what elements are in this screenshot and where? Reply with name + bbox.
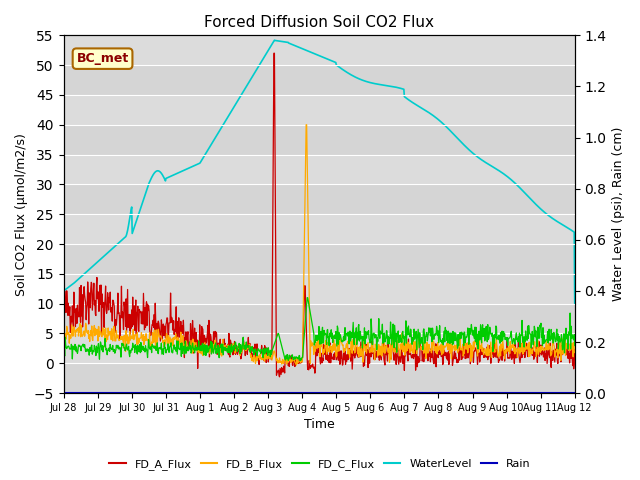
Line: FD_B_Flux: FD_B_Flux (63, 125, 575, 365)
WaterLevel (468, 149, 476, 155)
FD_B_Flux (285, 356, 292, 362)
Bar (63, 125, 575, 155)
WaterLevel (459, 141, 467, 146)
FD_A_Flux (112, 317, 120, 323)
FD_C_Flux (571, 343, 579, 348)
FD_C_Flux (303, 295, 311, 300)
Rain (458, 390, 466, 396)
WaterLevel (571, 301, 579, 307)
Y-axis label: Soil CO2 Flux (μmol/m2/s): Soil CO2 Flux (μmol/m2/s) (15, 133, 28, 296)
FD_B_Flux (292, 362, 300, 368)
Rain (60, 390, 67, 396)
Bar (63, 184, 575, 214)
Rain (266, 390, 274, 396)
Bar (63, 304, 575, 334)
Rain (468, 390, 476, 396)
FD_B_Flux (571, 348, 579, 354)
FD_C_Flux (460, 331, 467, 336)
Bar (63, 244, 575, 274)
FD_B_Flux (460, 353, 467, 359)
Rain (112, 390, 120, 396)
WaterLevel (60, 288, 67, 294)
Rain (571, 390, 579, 396)
FD_C_Flux (266, 354, 274, 360)
WaterLevel (285, 40, 293, 46)
FD_A_Flux (276, 374, 284, 380)
Bar (63, 363, 575, 393)
WaterLevel (112, 242, 120, 248)
Legend: FD_A_Flux, FD_B_Flux, FD_C_Flux, WaterLevel, Rain: FD_A_Flux, FD_B_Flux, FD_C_Flux, WaterLe… (105, 455, 535, 474)
Text: BC_met: BC_met (76, 52, 129, 65)
FD_C_Flux (60, 348, 67, 353)
FD_C_Flux (112, 347, 120, 353)
FD_B_Flux (412, 346, 419, 352)
Rain (411, 390, 419, 396)
FD_C_Flux (468, 332, 476, 338)
FD_B_Flux (60, 327, 67, 333)
Line: FD_A_Flux: FD_A_Flux (63, 53, 575, 377)
WaterLevel (266, 44, 274, 50)
Y-axis label: Water Level (psi), Rain (cm): Water Level (psi), Rain (cm) (612, 127, 625, 301)
FD_A_Flux (266, 354, 274, 360)
FD_B_Flux (266, 353, 274, 359)
FD_C_Flux (412, 333, 419, 339)
Bar (63, 65, 575, 95)
FD_B_Flux (468, 354, 476, 360)
FD_A_Flux (60, 301, 67, 307)
WaterLevel (412, 101, 419, 107)
FD_A_Flux (286, 358, 294, 364)
Line: WaterLevel: WaterLevel (63, 40, 575, 304)
Title: Forced Diffusion Soil CO2 Flux: Forced Diffusion Soil CO2 Flux (204, 15, 434, 30)
X-axis label: Time: Time (304, 419, 335, 432)
FD_C_Flux (285, 357, 292, 362)
FD_A_Flux (270, 50, 278, 56)
FD_A_Flux (460, 351, 467, 357)
Rain (285, 390, 292, 396)
FD_A_Flux (571, 347, 579, 353)
Line: FD_C_Flux: FD_C_Flux (63, 298, 575, 360)
FD_A_Flux (412, 367, 419, 373)
FD_B_Flux (302, 122, 310, 128)
FD_C_Flux (296, 358, 304, 363)
FD_B_Flux (112, 338, 120, 344)
FD_A_Flux (468, 348, 476, 354)
WaterLevel (271, 37, 278, 43)
